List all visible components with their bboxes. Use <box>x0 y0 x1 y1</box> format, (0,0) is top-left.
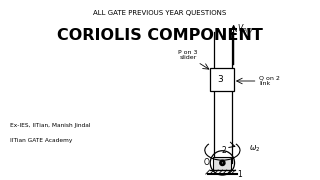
Text: $\omega_2$: $\omega_2$ <box>249 143 260 154</box>
Text: IITian GATE Academy: IITian GATE Academy <box>10 138 72 143</box>
Bar <box>213 157 231 170</box>
Bar <box>211 68 234 91</box>
Text: O: O <box>204 158 209 167</box>
Text: 3: 3 <box>217 75 223 84</box>
Text: $V_{P/Q}$: $V_{P/Q}$ <box>237 22 253 35</box>
Text: CORIOLIS COMPONENT: CORIOLIS COMPONENT <box>57 28 263 44</box>
Text: Ex-IES, IITian, Manish Jindal: Ex-IES, IITian, Manish Jindal <box>10 123 90 129</box>
Text: 2: 2 <box>222 146 226 155</box>
Text: ALL GATE PREVIOUS YEAR QUESTIONS: ALL GATE PREVIOUS YEAR QUESTIONS <box>93 10 227 16</box>
Text: P on 3
slider: P on 3 slider <box>178 50 198 60</box>
Text: 1: 1 <box>238 170 242 179</box>
Text: Q on 2
link: Q on 2 link <box>259 76 280 86</box>
